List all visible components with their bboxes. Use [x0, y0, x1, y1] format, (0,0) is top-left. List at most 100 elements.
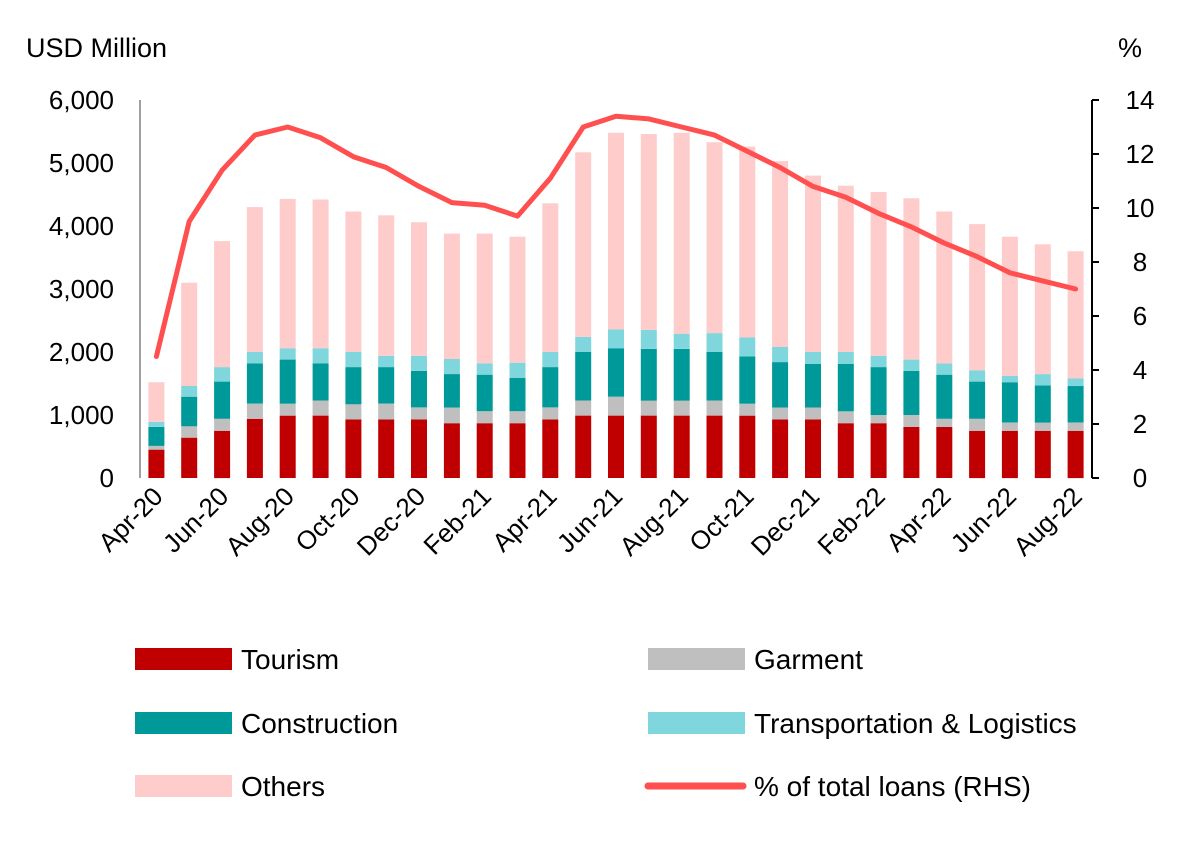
bar-construction-jul-20: [246, 363, 263, 404]
bar-transportation-logistics-oct-21: [739, 337, 756, 357]
bar-tourism-nov-20: [378, 419, 395, 478]
bar-tourism-jul-20: [246, 418, 263, 478]
legend: Tourism Garment Construction Transportation…: [135, 644, 1077, 802]
bar-others-feb-22: [870, 192, 887, 356]
bar-others-aug-22: [1067, 251, 1084, 379]
bar-garment-jan-22: [837, 411, 854, 424]
bar-others-jun-22: [1001, 236, 1018, 376]
bar-transportation-logistics-may-22: [969, 370, 986, 382]
bar-transportation-logistics-jan-22: [837, 352, 854, 364]
bar-others-apr-22: [936, 211, 953, 364]
right-axis-ticks: 0 2 4 6 8 10 12 14: [1092, 85, 1154, 493]
legend-item-transportation-logistics: Transportation & Logistics: [648, 708, 1077, 739]
bar-tourism-apr-20: [148, 449, 165, 478]
x-tick-label: Aug-22: [1007, 481, 1087, 561]
left-tick-label: 0: [100, 463, 114, 493]
bar-transportation-logistics-apr-22: [936, 363, 953, 375]
bar-others-nov-20: [378, 215, 395, 356]
right-tick-label: 0: [1133, 463, 1147, 493]
bar-tourism-may-22: [969, 430, 986, 479]
x-tick-label: Jun-20: [157, 481, 234, 558]
x-tick-label: Apr-22: [880, 481, 956, 557]
x-tick-label: Dec-20: [351, 481, 431, 561]
bar-garment-jul-21: [640, 400, 657, 416]
bar-tourism-may-20: [181, 437, 198, 478]
bar-construction-jun-22: [1001, 382, 1018, 423]
legend-item-construction: Construction: [135, 708, 398, 739]
bar-construction-may-22: [969, 381, 986, 419]
left-tick-label: 1,000: [49, 400, 114, 430]
bar-construction-sep-21: [706, 352, 723, 401]
bar-garment-jul-20: [246, 403, 263, 419]
bar-transportation-logistics-may-21: [575, 336, 592, 352]
bar-transportation-logistics-nov-21: [772, 347, 789, 363]
bar-garment-oct-20: [345, 404, 362, 420]
bar-construction-apr-21: [542, 367, 559, 408]
bar-transportation-logistics-mar-21: [509, 362, 526, 378]
bar-transportation-logistics-oct-20: [345, 352, 362, 368]
bar-construction-nov-20: [378, 367, 395, 404]
bar-construction-feb-22: [870, 367, 887, 415]
bar-garment-apr-20: [148, 445, 165, 450]
bar-transportation-logistics-mar-22: [903, 359, 920, 371]
bar-tourism-jun-20: [214, 430, 231, 479]
bar-garment-oct-21: [739, 403, 756, 416]
bar-tourism-jun-22: [1001, 430, 1018, 479]
bar-garment-apr-21: [542, 407, 559, 420]
legend-label: Garment: [754, 644, 863, 675]
legend-swatch: [648, 648, 745, 670]
right-tick-label: 10: [1126, 193, 1155, 223]
bar-construction-nov-21: [772, 362, 789, 408]
bar-tourism-aug-21: [673, 415, 690, 478]
bar-transportation-logistics-jul-22: [1034, 374, 1051, 386]
x-tick-label: Jun-22: [945, 481, 1022, 558]
bar-others-may-22: [969, 224, 986, 371]
bar-tourism-jan-21: [443, 423, 460, 478]
bar-tourism-apr-21: [542, 419, 559, 478]
left-tick-label: 5,000: [49, 148, 114, 178]
bar-construction-oct-20: [345, 367, 362, 405]
legend-label: Others: [241, 771, 325, 802]
x-tick-label: Feb-21: [417, 481, 496, 560]
x-tick-label: Dec-21: [745, 481, 825, 561]
bar-others-mar-22: [903, 198, 920, 360]
bar-construction-apr-20: [148, 427, 165, 446]
bar-others-jan-21: [443, 233, 460, 359]
bar-construction-may-21: [575, 352, 592, 401]
bar-others-jun-20: [214, 241, 231, 368]
bar-transportation-logistics-dec-20: [411, 355, 427, 371]
right-tick-label: 14: [1126, 85, 1155, 115]
legend-label: Construction: [241, 708, 398, 739]
legend-item-others: Others: [135, 771, 325, 802]
x-tick-label: Apr-21: [486, 481, 562, 557]
bar-garment-nov-21: [772, 407, 789, 420]
left-axis-ticks: 0 1,000 2,000 3,000 4,000 5,000 6,000: [49, 85, 114, 493]
bar-tourism-aug-22: [1067, 430, 1084, 479]
bar-others-may-21: [575, 152, 592, 337]
bar-others-jul-20: [246, 207, 263, 352]
left-tick-label: 4,000: [49, 211, 114, 241]
bar-garment-may-20: [181, 426, 198, 438]
bar-construction-jul-21: [640, 348, 657, 401]
bar-transportation-logistics-jun-22: [1001, 375, 1018, 383]
bar-construction-jun-21: [608, 348, 624, 397]
legend-item-of-total-loans-rhs: % of total loans (RHS): [644, 771, 1031, 802]
legend-swatch: [135, 712, 232, 734]
bar-others-jun-21: [608, 132, 624, 330]
bar-garment-mar-22: [903, 415, 920, 427]
bar-garment-aug-20: [279, 403, 296, 416]
legend-item-garment: Garment: [648, 644, 863, 675]
bar-tourism-mar-21: [509, 423, 526, 478]
bar-transportation-logistics-jul-21: [640, 329, 657, 349]
bar-construction-oct-21: [739, 356, 756, 404]
legend-swatch: [135, 648, 232, 670]
x-axis-ticks: Apr-20Jun-20Aug-20Oct-20Dec-20Feb-21Apr-…: [92, 481, 1088, 561]
bar-garment-apr-22: [936, 418, 953, 427]
bar-transportation-logistics-jun-21: [608, 329, 624, 349]
legend-swatch: [135, 775, 232, 797]
bar-transportation-logistics-feb-21: [476, 363, 493, 375]
bar-construction-jul-22: [1034, 385, 1051, 423]
bar-others-nov-21: [772, 161, 789, 347]
bar-garment-jul-22: [1034, 422, 1051, 431]
